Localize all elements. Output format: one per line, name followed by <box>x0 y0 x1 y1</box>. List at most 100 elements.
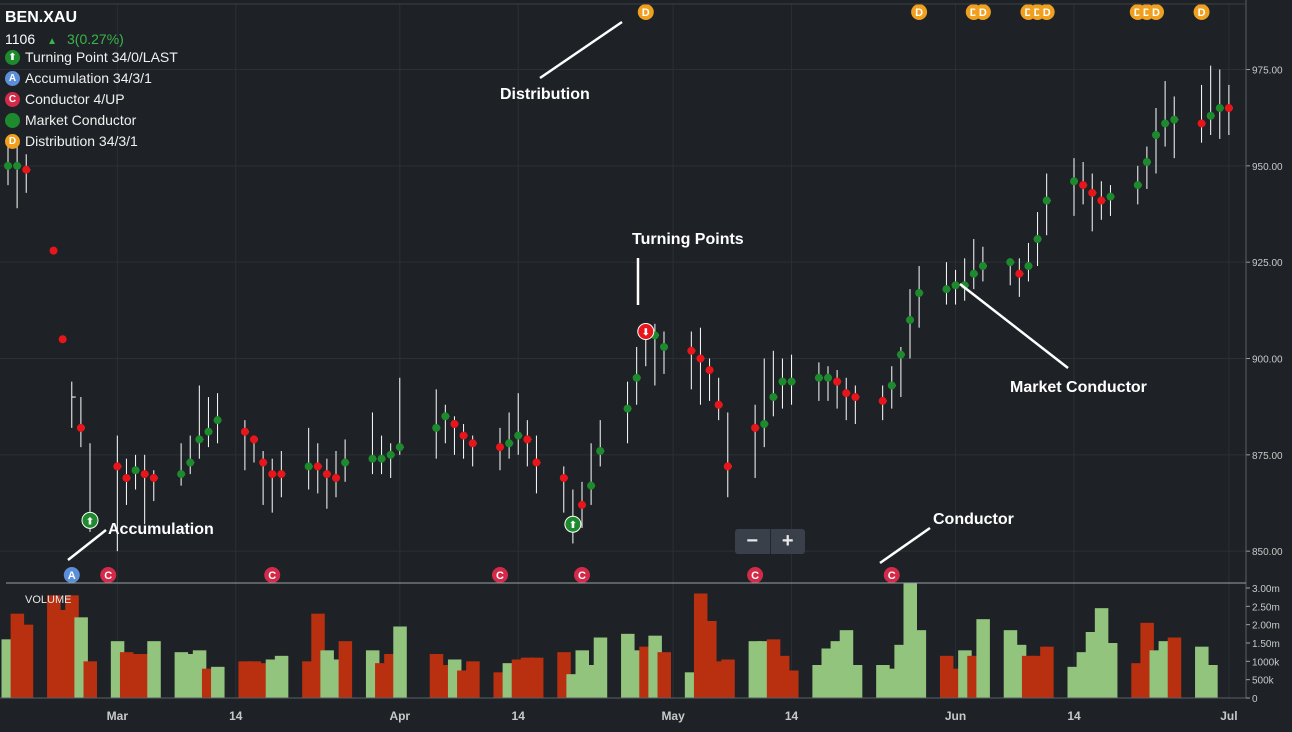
distribution-icon-glyph: D <box>1198 7 1206 19</box>
price-tick-label: 900.00 <box>1252 355 1283 366</box>
distribution-icon-circle <box>974 4 991 20</box>
signal-dot <box>240 427 249 436</box>
signal-dot <box>277 470 286 479</box>
signal-dot <box>824 373 832 382</box>
distribution-icon: D <box>974 4 991 20</box>
legend-item[interactable]: C Conductor 4/UP <box>5 89 178 110</box>
signal-dot <box>951 281 960 290</box>
volume-tick-label: 2.50m <box>1252 602 1280 613</box>
annotation-pointer <box>879 526 931 565</box>
annotation-label: Distribution <box>500 86 590 103</box>
volume-bar <box>1167 637 1182 698</box>
distribution-icon: D <box>1148 4 1164 20</box>
conductor-icon: C <box>5 92 20 107</box>
signal-dot <box>1206 111 1215 120</box>
conductor-icon-circle <box>100 567 117 583</box>
distribution-icon-glyph: D <box>1034 7 1042 19</box>
signal-dot <box>177 470 186 479</box>
signal-dot <box>559 473 568 482</box>
x-tick-label: May <box>661 709 685 723</box>
turning-point-icon: ⬆ <box>5 50 20 65</box>
signal-dot <box>1224 104 1233 113</box>
legend-item[interactable]: A Accumulation 34/3/1 <box>5 68 178 89</box>
price-tick-label: 975.00 <box>1252 66 1283 77</box>
signal-dot <box>587 481 596 490</box>
distribution-icon-glyph: D <box>1152 7 1160 19</box>
zoom-in-button[interactable]: + <box>781 530 794 552</box>
volume-bar <box>466 661 480 698</box>
turning-point-glyph: ⬇ <box>642 328 650 339</box>
signal-dot <box>213 416 222 425</box>
distribution-icon-glyph: D <box>1043 7 1051 19</box>
signal-dot <box>942 285 951 294</box>
legend-item[interactable]: Market Conductor <box>5 110 178 131</box>
conductor-icon-glyph: C <box>104 570 112 582</box>
volume-bar <box>1103 643 1118 698</box>
up-arrow-icon: ▲ <box>47 36 58 47</box>
signal-dot <box>386 450 395 459</box>
conductor-icon: C <box>574 567 590 583</box>
volume-tick-label: 1000k <box>1252 657 1280 668</box>
signal-dot <box>1070 177 1078 186</box>
legend-label: Accumulation 34/3/1 <box>25 70 152 86</box>
distribution-icon: D <box>1038 4 1055 20</box>
signal-dot <box>878 396 887 405</box>
volume-bar <box>83 661 97 698</box>
signal-dot <box>1170 115 1179 124</box>
zoom-separator <box>769 529 771 554</box>
turning-point-icon: ⬆ <box>81 511 99 529</box>
distribution-icon-glyph: D <box>979 7 987 19</box>
signal-dot <box>514 431 523 440</box>
signal-dot <box>687 346 696 355</box>
signal-dot <box>1033 235 1042 244</box>
volume-bar <box>593 637 608 698</box>
signal-dot <box>787 377 796 386</box>
signal-dot <box>322 470 331 479</box>
signal-dot <box>578 500 586 509</box>
signal-dot <box>696 354 705 363</box>
signal-dot <box>332 473 340 482</box>
signal-dot <box>250 435 258 444</box>
volume-bar <box>1204 665 1218 698</box>
conductor-icon-circle <box>492 567 508 583</box>
legend-label: Turning Point 34/0/LAST <box>25 49 178 65</box>
signal-dot <box>1006 258 1015 267</box>
legend-item[interactable]: ⬆ Turning Point 34/0/LAST <box>5 47 178 68</box>
signal-dot <box>1079 181 1088 190</box>
signal-dot <box>1142 157 1151 166</box>
x-tick-label: Jun <box>945 709 966 723</box>
signal-dot <box>395 443 404 452</box>
signal-dot <box>769 393 778 402</box>
distribution-icon-circle <box>1193 4 1210 20</box>
signal-dot <box>1106 192 1115 201</box>
price-tick-label: 950.00 <box>1252 162 1283 173</box>
legend-item[interactable]: D Distribution 34/3/1 <box>5 131 178 152</box>
signal-dot <box>204 427 213 436</box>
distribution-icon-circle <box>1148 4 1164 20</box>
annotation-label: Market Conductor <box>1010 379 1147 396</box>
signal-dot <box>1015 269 1024 278</box>
zoom-out-button[interactable]: − <box>746 530 759 552</box>
volume-tick-label: 1.50m <box>1252 639 1280 650</box>
signal-dot <box>714 400 723 409</box>
signal-dot <box>58 335 67 344</box>
signal-dot <box>186 458 195 467</box>
volume-bar <box>1040 646 1054 698</box>
signal-dot <box>523 435 532 444</box>
volume-tick-label: 500k <box>1252 676 1275 687</box>
volume-bar <box>657 652 671 698</box>
signal-dot <box>632 373 641 382</box>
distribution-icon-glyph: D <box>1024 7 1032 19</box>
zoom-controls: − + <box>735 529 805 554</box>
turning-point-glyph: ⬆ <box>569 520 577 531</box>
signal-dot <box>623 404 632 413</box>
volume-tick-label: 0 <box>1252 694 1258 705</box>
price-line: 1106 ▲ 3(0.27%) <box>5 31 178 47</box>
signal-dot <box>468 439 477 448</box>
turning-point-circle <box>564 515 582 533</box>
annotation-label: Accumulation <box>108 521 214 538</box>
conductor-icon-circle <box>574 567 590 583</box>
signal-dot <box>760 420 769 429</box>
distribution-icon: D <box>637 4 654 20</box>
